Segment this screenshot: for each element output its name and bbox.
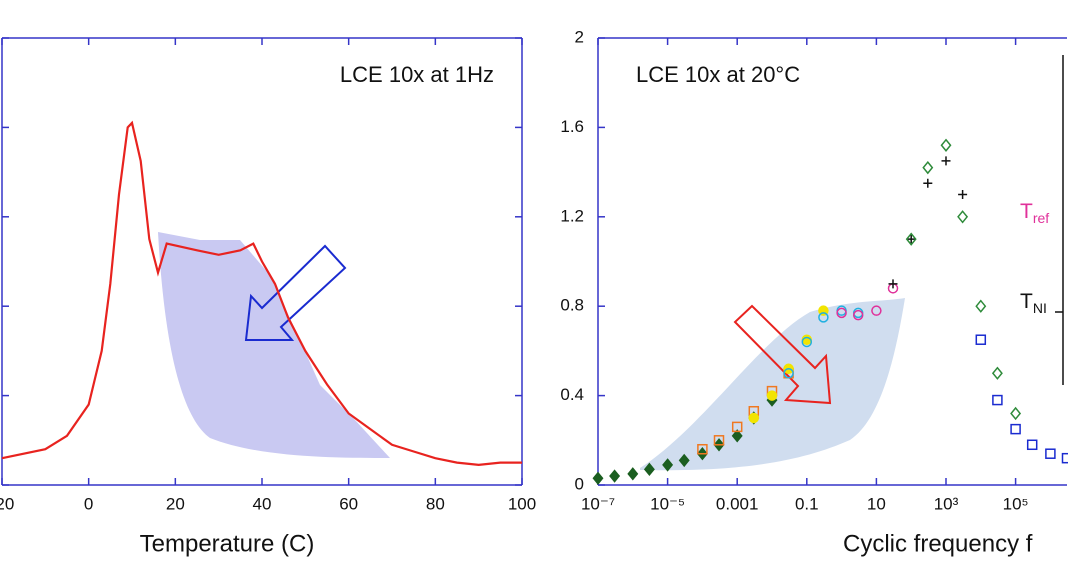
marker (748, 412, 760, 424)
x-tick-label: 80 (426, 494, 445, 513)
marker (1026, 439, 1038, 451)
marker (957, 210, 969, 224)
marker (922, 160, 934, 175)
marker (888, 279, 898, 289)
marker (975, 299, 987, 313)
marker (940, 138, 952, 152)
marker (906, 234, 916, 244)
x-tick-label: 0.1 (795, 494, 819, 513)
y-tick-label: 1.6 (560, 117, 584, 136)
marker (678, 453, 690, 468)
annotation: TNI (1020, 290, 1047, 316)
x-tick-label: 10⁵ (1003, 494, 1029, 513)
x-tick-label: 40 (253, 494, 272, 513)
annotation-base: T (1020, 200, 1033, 223)
marker (905, 232, 917, 246)
marker (836, 307, 847, 319)
shaded-region (158, 232, 390, 458)
x-axis-label: Temperature (C) (140, 530, 315, 557)
y-tick-label: 0.8 (560, 296, 584, 315)
annotation: Tref (1020, 200, 1049, 226)
x-tick-label: 10 (867, 494, 886, 513)
marker (766, 390, 778, 401)
chart-title: LCE 10x at 1Hz (340, 62, 494, 87)
marker (731, 421, 743, 433)
marker (801, 336, 813, 348)
annotation-sub: ref (1033, 210, 1049, 226)
y-tick-label: 0.4 (560, 385, 584, 404)
marker (662, 458, 674, 472)
marker (609, 469, 621, 483)
x-tick-label: 10⁻⁵ (650, 494, 685, 513)
marker (992, 394, 1003, 406)
chart-title: LCE 10x at 20°C (636, 62, 800, 87)
marker (592, 471, 604, 485)
y-tick-label: 1.2 (560, 206, 584, 225)
x-tick-label: 10⁻⁷ (581, 494, 615, 513)
x-tick-label: -20 (0, 494, 14, 513)
marker (783, 368, 794, 379)
marker (958, 189, 968, 199)
arrow (244, 244, 347, 341)
marker (1045, 448, 1056, 459)
arrow (733, 304, 832, 405)
x-tick-label: 60 (339, 494, 358, 513)
marker (941, 156, 951, 166)
marker (923, 178, 933, 188)
marker (991, 366, 1003, 380)
x-tick-label: 10³ (934, 494, 959, 513)
shaded-region (640, 298, 905, 471)
marker (1061, 452, 1068, 464)
marker (697, 443, 708, 455)
marker (731, 429, 743, 443)
annotation-base: T (1020, 290, 1033, 313)
y-tick-label: 0 (575, 474, 584, 493)
x-tick-label: 0.001 (716, 494, 759, 513)
marker (713, 435, 725, 446)
marker (627, 467, 639, 481)
x-tick-label: 20 (166, 494, 185, 513)
marker (975, 334, 987, 345)
data-line (1, 120, 522, 467)
marker (852, 309, 864, 321)
annotation-sub: NI (1033, 300, 1047, 316)
marker (1010, 423, 1021, 435)
y-tick-label: 2 (575, 27, 584, 46)
x-tick-label: 0 (84, 494, 93, 513)
marker (818, 312, 829, 323)
x-axis-label: Cyclic frequency f (843, 530, 1033, 557)
marker (643, 462, 655, 477)
marker (871, 305, 882, 316)
marker (1010, 406, 1022, 421)
x-tick-label: 100 (508, 494, 536, 513)
